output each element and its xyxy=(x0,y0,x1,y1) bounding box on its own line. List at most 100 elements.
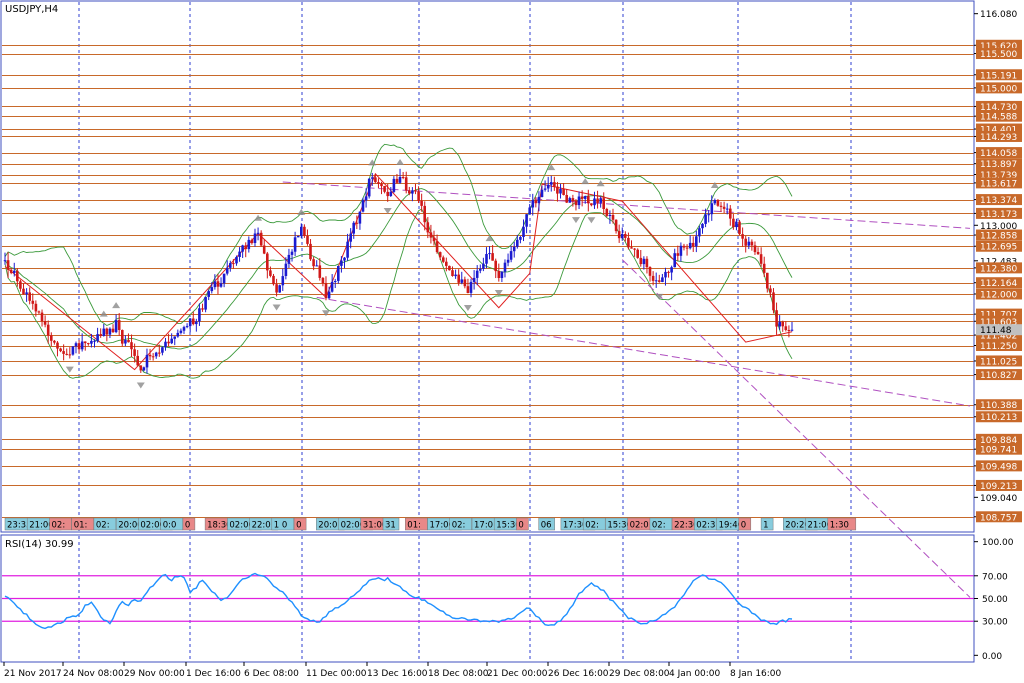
session-box xyxy=(760,517,774,531)
candle-body xyxy=(124,340,127,344)
candle-body xyxy=(472,277,476,282)
price-level-label-bg xyxy=(976,177,1022,189)
candle-body xyxy=(688,242,692,249)
candle-body xyxy=(559,188,562,194)
candle-body xyxy=(583,196,587,199)
candle-body xyxy=(195,321,198,325)
time-tick-label: 21 Dec 00:00 xyxy=(487,669,548,679)
candle-body xyxy=(525,214,528,227)
candle-body xyxy=(315,265,318,267)
session-box xyxy=(738,517,752,531)
bollinger-band-line xyxy=(4,143,793,327)
candle-body xyxy=(238,251,241,257)
fractal-up-marker xyxy=(547,164,556,171)
price-level-label: 113.739 xyxy=(980,171,1017,181)
rsi-tick-label: 30.00 xyxy=(982,618,1008,628)
candle-body xyxy=(636,249,639,258)
candle-body xyxy=(577,196,581,206)
candle-body xyxy=(778,321,781,327)
candle-body xyxy=(654,280,658,282)
candle-body xyxy=(766,272,769,289)
candle-body xyxy=(565,195,568,203)
price-level-label-bg xyxy=(976,194,1022,206)
candle-body xyxy=(540,189,544,197)
candle-body xyxy=(293,237,297,252)
price-level-label-bg xyxy=(976,369,1022,381)
candle-body xyxy=(192,318,195,325)
candle-body xyxy=(534,200,538,204)
time-tick-label: 6 Dec 08:00 xyxy=(244,669,299,679)
candle-body xyxy=(395,178,399,183)
session-box-label: 1 xyxy=(763,521,768,531)
candle-body xyxy=(62,351,65,354)
rsi-title: RSI(14) 30.99 xyxy=(5,539,74,550)
session-box-label: 02:3 xyxy=(696,521,715,531)
price-level-label-bg xyxy=(976,308,1022,320)
candle-body xyxy=(244,245,247,250)
candle-body xyxy=(210,287,214,292)
candle-body xyxy=(80,341,84,350)
candle-body xyxy=(729,208,732,219)
candle-body xyxy=(451,270,454,276)
candle-body xyxy=(738,221,741,235)
session-box xyxy=(382,517,400,531)
session-box-label: 20:0 xyxy=(318,521,337,531)
candle-body xyxy=(571,198,575,202)
candle-body xyxy=(37,311,41,313)
candle-body xyxy=(303,226,306,236)
candle-body xyxy=(398,177,402,183)
session-box-label: 0 xyxy=(185,521,190,531)
fractal-markers xyxy=(65,158,719,389)
price-level-label: 113.374 xyxy=(980,196,1017,206)
candle-body xyxy=(716,200,720,206)
fractal-down-marker xyxy=(655,293,664,300)
candle-body xyxy=(151,356,155,358)
candle-body xyxy=(556,186,559,194)
price-level-label: 109.741 xyxy=(980,446,1017,456)
candle-body xyxy=(704,214,707,224)
fractal-down-marker xyxy=(383,208,392,215)
price-level-label-bg xyxy=(976,277,1022,289)
rsi-panel[interactable]: RSI(14) 30.99 xyxy=(0,534,975,663)
rsi-line xyxy=(4,572,793,630)
candle-body xyxy=(121,330,124,344)
session-box-label: 02: xyxy=(585,521,599,531)
candle-body xyxy=(364,196,368,201)
candle-body xyxy=(309,243,312,260)
candle-body xyxy=(327,291,331,299)
session-box-label: 17:00 xyxy=(430,521,455,531)
candle-body xyxy=(753,245,757,253)
time-tick-label: 1 Dec 16:00 xyxy=(186,669,241,679)
candle-body xyxy=(253,233,257,243)
price-level-label-bg xyxy=(976,479,1022,491)
price-tick-label: 109.040 xyxy=(980,494,1017,504)
candle-body xyxy=(750,241,754,246)
candle-body xyxy=(423,205,426,223)
candle-body xyxy=(333,281,337,282)
session-box xyxy=(271,517,295,531)
candle-body xyxy=(176,332,180,337)
candle-body xyxy=(408,190,411,194)
fractal-up-marker xyxy=(485,235,494,242)
candle-body xyxy=(509,251,513,260)
candle-body xyxy=(787,330,791,331)
price-level-label-bg xyxy=(976,69,1022,81)
candle-body xyxy=(448,265,451,271)
candle-body xyxy=(346,241,349,258)
price-level-label: 114.401 xyxy=(980,126,1017,136)
price-level-label: 115.000 xyxy=(980,84,1017,94)
session-box-label: 0:0 xyxy=(163,521,177,531)
candle-body xyxy=(204,296,207,310)
candle-body xyxy=(590,203,593,206)
rsi-tick-label: 50.00 xyxy=(982,595,1008,605)
candle-body xyxy=(232,263,235,265)
session-box-label: 02:0 xyxy=(630,521,649,531)
candle-body xyxy=(198,308,201,322)
candle-body xyxy=(769,288,772,293)
candle-body xyxy=(225,267,229,274)
candle-body xyxy=(673,253,676,268)
